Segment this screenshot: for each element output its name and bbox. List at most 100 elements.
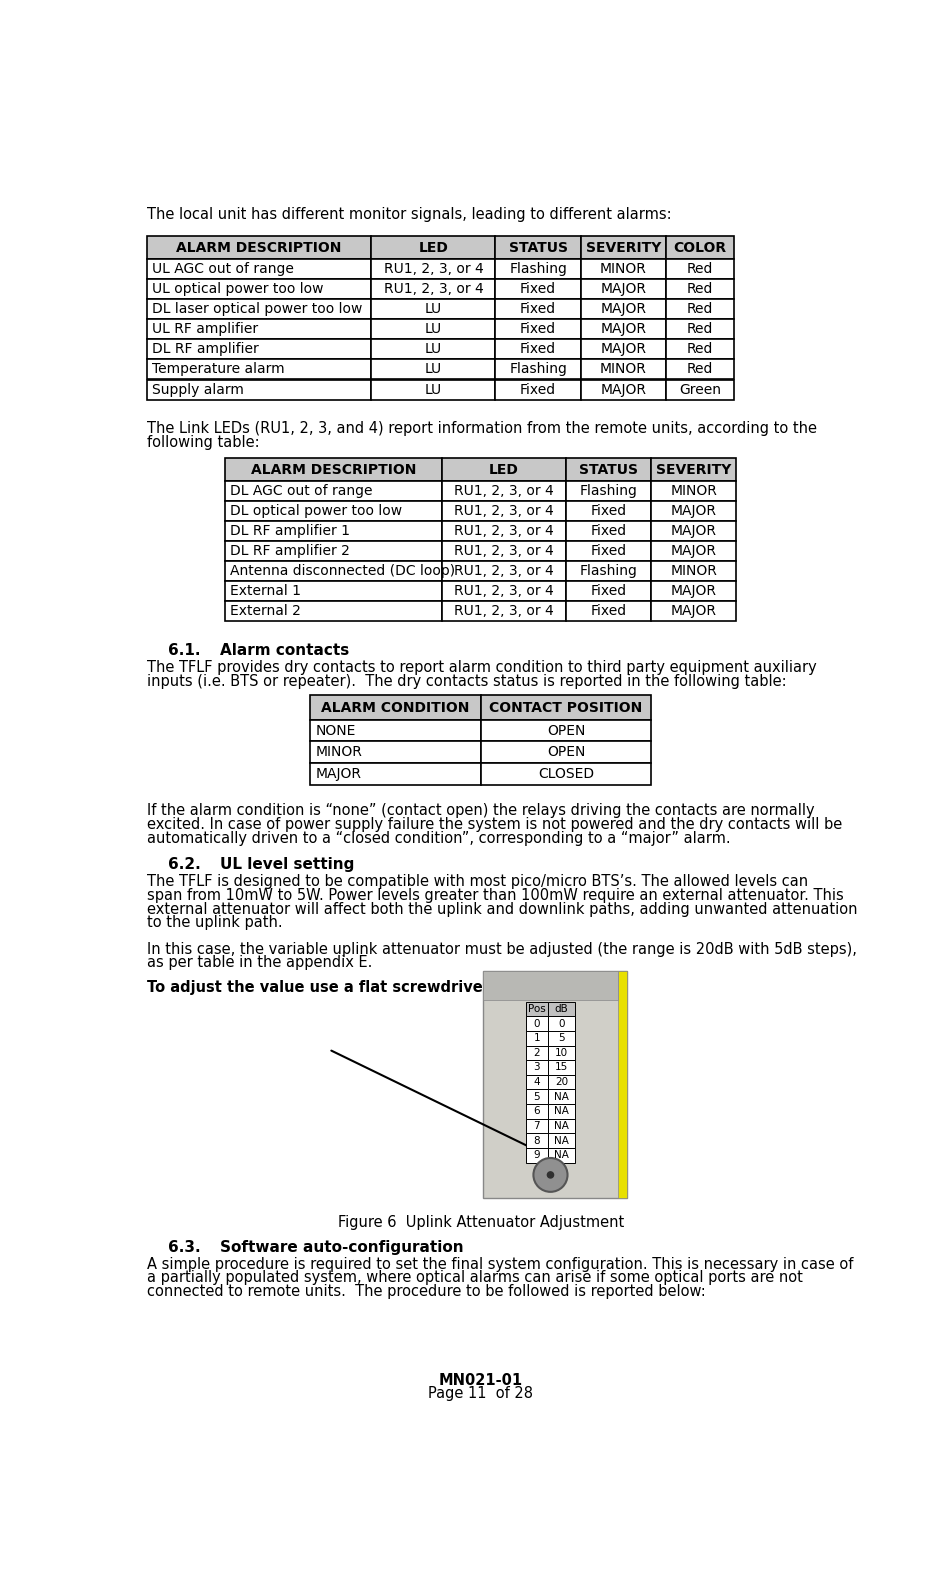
Text: MAJOR: MAJOR bbox=[600, 323, 646, 336]
Text: Software auto-configuration: Software auto-configuration bbox=[220, 1240, 464, 1255]
Bar bbox=[566, 458, 651, 482]
Bar bbox=[480, 741, 651, 763]
Bar bbox=[442, 602, 566, 621]
Text: DL optical power too low: DL optical power too low bbox=[231, 504, 402, 518]
Text: 6: 6 bbox=[534, 1106, 540, 1117]
Text: The TFLF is designed to be compatible with most pico/micro BTS’s. The allowed le: The TFLF is designed to be compatible wi… bbox=[146, 874, 808, 889]
Text: Flashing: Flashing bbox=[509, 263, 567, 276]
Text: Red: Red bbox=[687, 263, 713, 276]
Text: OPEN: OPEN bbox=[547, 724, 585, 738]
Bar bbox=[651, 581, 736, 602]
Text: STATUS: STATUS bbox=[508, 241, 567, 255]
Bar bbox=[225, 458, 442, 482]
Bar bbox=[146, 236, 371, 260]
Text: UL AGC out of range: UL AGC out of range bbox=[152, 263, 294, 276]
Bar bbox=[548, 1031, 575, 1045]
Bar bbox=[495, 360, 581, 380]
Text: MAJOR: MAJOR bbox=[600, 282, 646, 296]
Text: Fixed: Fixed bbox=[520, 342, 556, 356]
Text: 10: 10 bbox=[554, 1049, 567, 1058]
Text: LU: LU bbox=[425, 303, 442, 317]
Text: MINOR: MINOR bbox=[316, 744, 362, 759]
Text: connected to remote units.  The procedure to be followed is reported below:: connected to remote units. The procedure… bbox=[146, 1285, 705, 1299]
Bar bbox=[666, 236, 734, 260]
Text: MN021-01: MN021-01 bbox=[439, 1373, 522, 1388]
Text: RU1, 2, 3, or 4: RU1, 2, 3, or 4 bbox=[454, 524, 553, 539]
Bar bbox=[146, 279, 371, 299]
Text: LED: LED bbox=[489, 463, 519, 477]
Text: 5: 5 bbox=[534, 1091, 540, 1102]
Text: MAJOR: MAJOR bbox=[671, 545, 717, 558]
Text: Fixed: Fixed bbox=[591, 524, 627, 539]
Bar bbox=[371, 360, 495, 380]
Text: Fixed: Fixed bbox=[520, 303, 556, 317]
Bar bbox=[146, 380, 371, 399]
Text: a partially populated system, where optical alarms can arise if some optical por: a partially populated system, where opti… bbox=[146, 1270, 803, 1285]
Bar bbox=[225, 482, 442, 501]
Bar bbox=[442, 542, 566, 561]
Text: LU: LU bbox=[425, 382, 442, 396]
Circle shape bbox=[534, 1158, 567, 1191]
Text: as per table in the appendix E.: as per table in the appendix E. bbox=[146, 955, 372, 971]
Bar bbox=[581, 360, 666, 380]
Bar bbox=[651, 561, 736, 581]
Bar bbox=[526, 1001, 548, 1017]
Text: LU: LU bbox=[425, 363, 442, 377]
Bar bbox=[442, 581, 566, 602]
Text: Fixed: Fixed bbox=[591, 504, 627, 518]
Bar bbox=[651, 602, 736, 621]
Text: Flashing: Flashing bbox=[580, 564, 638, 578]
Bar bbox=[526, 1031, 548, 1045]
Bar bbox=[566, 542, 651, 561]
Bar bbox=[651, 482, 736, 501]
Bar bbox=[548, 1133, 575, 1148]
Text: DL AGC out of range: DL AGC out of range bbox=[231, 485, 373, 497]
Bar bbox=[526, 1090, 548, 1104]
Text: Red: Red bbox=[687, 323, 713, 336]
Text: LU: LU bbox=[425, 323, 442, 336]
Text: Fixed: Fixed bbox=[520, 323, 556, 336]
Text: MAJOR: MAJOR bbox=[671, 524, 717, 539]
Text: MAJOR: MAJOR bbox=[671, 584, 717, 599]
Bar bbox=[526, 1148, 548, 1163]
Bar bbox=[548, 1017, 575, 1031]
Bar bbox=[651, 458, 736, 482]
Text: External 1: External 1 bbox=[231, 584, 301, 599]
Bar bbox=[566, 602, 651, 621]
Bar bbox=[666, 260, 734, 279]
Text: automatically driven to a “closed condition”, corresponding to a “major” alarm.: automatically driven to a “closed condit… bbox=[146, 830, 731, 846]
Text: Page 11  of 28: Page 11 of 28 bbox=[429, 1386, 533, 1400]
Text: 4: 4 bbox=[534, 1077, 540, 1087]
Bar bbox=[495, 339, 581, 360]
Text: OPEN: OPEN bbox=[547, 744, 585, 759]
Bar bbox=[581, 279, 666, 299]
Bar bbox=[442, 458, 566, 482]
Text: Antenna disconnected (DC loop): Antenna disconnected (DC loop) bbox=[231, 564, 456, 578]
Bar bbox=[495, 320, 581, 339]
Bar bbox=[225, 542, 442, 561]
Text: ALARM DESCRIPTION: ALARM DESCRIPTION bbox=[176, 241, 341, 255]
Bar bbox=[548, 1104, 575, 1118]
Bar bbox=[581, 299, 666, 320]
Bar bbox=[146, 339, 371, 360]
Bar bbox=[526, 1017, 548, 1031]
Bar bbox=[666, 279, 734, 299]
Text: Supply alarm: Supply alarm bbox=[152, 382, 244, 396]
Text: 0: 0 bbox=[558, 1019, 565, 1028]
Text: 6.2.: 6.2. bbox=[169, 857, 201, 871]
Circle shape bbox=[548, 1172, 553, 1178]
Bar bbox=[548, 1090, 575, 1104]
Bar bbox=[666, 360, 734, 380]
Bar bbox=[371, 236, 495, 260]
Bar bbox=[483, 971, 627, 1198]
Bar bbox=[666, 339, 734, 360]
Bar bbox=[581, 320, 666, 339]
Text: In this case, the variable uplink attenuator must be adjusted (the range is 20dB: In this case, the variable uplink attenu… bbox=[146, 941, 856, 957]
Bar bbox=[495, 260, 581, 279]
Bar bbox=[146, 299, 371, 320]
Text: span from 10mW to 5W. Power levels greater than 100mW require an external attenu: span from 10mW to 5W. Power levels great… bbox=[146, 887, 843, 903]
Text: NA: NA bbox=[553, 1136, 568, 1145]
Text: Green: Green bbox=[679, 382, 721, 396]
Bar bbox=[526, 1118, 548, 1133]
Bar bbox=[371, 279, 495, 299]
